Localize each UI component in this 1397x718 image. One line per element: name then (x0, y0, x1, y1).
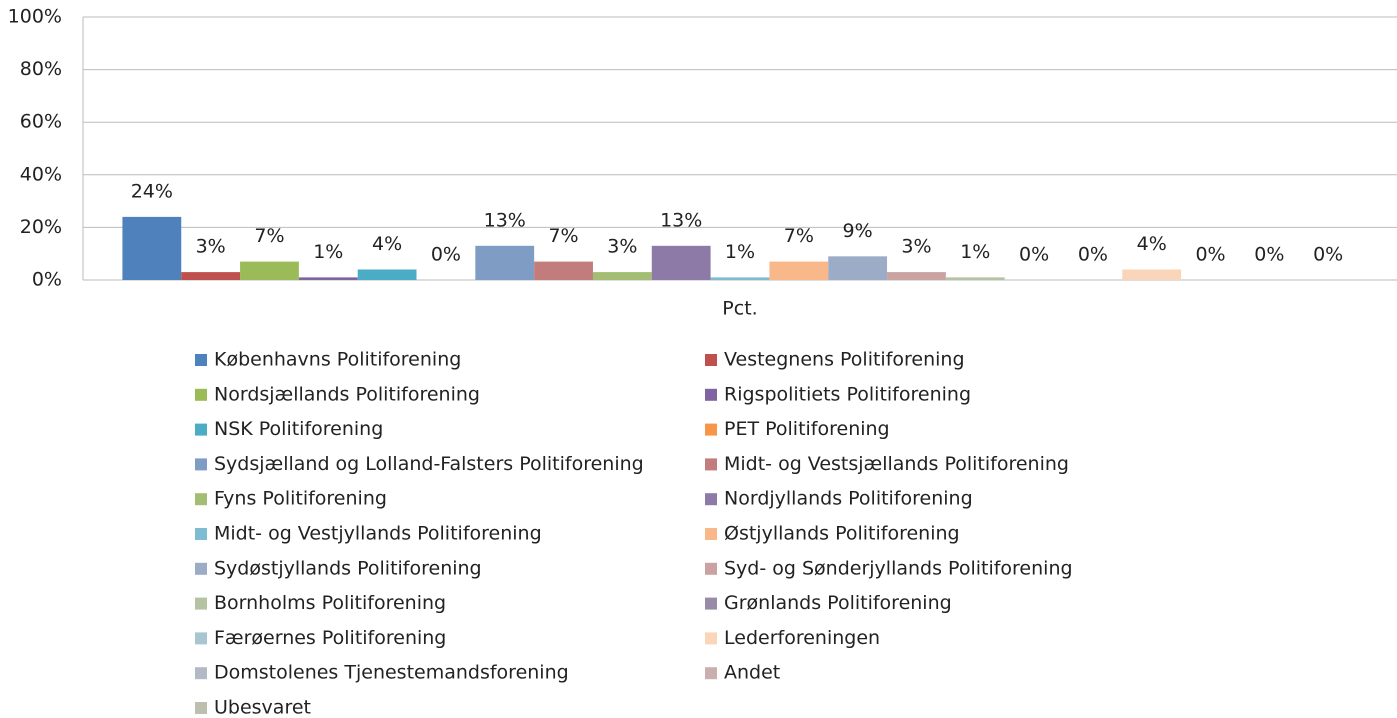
bar (887, 272, 946, 280)
data-label: 9% (843, 220, 873, 242)
bar (475, 245, 535, 280)
bar (240, 261, 299, 280)
y-tick-label: 20% (20, 216, 62, 238)
legend-label: Lederforeningen (724, 627, 880, 649)
legend-swatch (195, 423, 207, 436)
data-label: 7% (784, 225, 814, 247)
legend-label: Domstolenes Tjenestemandsforening (214, 662, 569, 684)
y-tick-label: 0% (32, 269, 62, 291)
legend-swatch (195, 493, 207, 506)
bar (357, 269, 417, 280)
legend-swatch (195, 702, 207, 714)
legend-swatch (195, 354, 207, 366)
data-label: 4% (372, 233, 402, 255)
bar (1122, 269, 1182, 280)
data-label: 24% (131, 180, 173, 202)
data-label: 7% (254, 225, 284, 247)
legend-label: Østjyllands Politiforening (724, 523, 960, 545)
y-tick-label: 40% (20, 163, 62, 185)
legend-swatch (195, 597, 207, 610)
x-tick-label: Pct. (722, 298, 757, 320)
legend-label: Midt- og Vestjyllands Politiforening (214, 523, 542, 545)
legend-swatch (195, 562, 207, 575)
data-label: 3% (901, 236, 931, 258)
bar (181, 272, 241, 280)
legend-label: NSK Politiforening (214, 418, 383, 440)
data-label: 13% (660, 209, 702, 231)
legend-swatch (705, 632, 717, 645)
legend-swatch (195, 667, 207, 680)
legend-label: Sydsjælland og Lolland-Falsters Politifo… (214, 453, 644, 475)
y-tick-label: 60% (20, 111, 62, 133)
legend-swatch (705, 493, 717, 506)
data-label: 3% (607, 236, 637, 258)
data-label: 7% (548, 225, 578, 247)
legend-label: Vestegnens Politiforening (724, 349, 965, 371)
data-label: 1% (725, 241, 755, 263)
data-label: 0% (1019, 244, 1049, 266)
bar (769, 261, 829, 280)
legend-label: PET Politiforening (724, 418, 890, 440)
data-label: 3% (196, 236, 226, 258)
bar (534, 261, 593, 280)
data-label: 0% (1313, 244, 1343, 266)
y-tick-label: 100% (8, 6, 62, 28)
legend-label: Nordjyllands Politiforening (724, 488, 973, 510)
legend-swatch (705, 458, 717, 471)
legend-label: Andet (724, 662, 780, 684)
legend-label: Syd- og Sønderjyllands Politiforening (724, 557, 1073, 579)
legend-swatch (195, 458, 207, 471)
bar (945, 277, 1005, 280)
data-label: 0% (1078, 244, 1108, 266)
legend-label: Nordsjællands Politiforening (214, 383, 480, 405)
legend-label: Grønlands Politiforening (724, 592, 952, 614)
legend-swatch (705, 667, 717, 680)
data-label: 0% (1195, 244, 1225, 266)
data-label: 4% (1137, 233, 1167, 255)
bar (122, 216, 182, 280)
legend-label: Sydøstjyllands Politiforening (214, 557, 482, 579)
bar (651, 245, 711, 280)
legend-label: Færøernes Politiforening (214, 627, 446, 649)
legend-swatch (195, 632, 207, 645)
legend-label: Midt- og Vestsjællands Politiforening (724, 453, 1069, 475)
legend-swatch (705, 528, 717, 540)
legend-label: Ubesvaret (214, 697, 311, 718)
y-tick-label: 80% (20, 58, 62, 80)
data-label: 13% (484, 209, 526, 231)
legend-swatch (195, 388, 207, 401)
legend-swatch (705, 388, 717, 401)
bar (710, 277, 770, 280)
data-label: 1% (960, 241, 990, 263)
legend-label: Rigspolitiets Politiforening (724, 383, 971, 405)
legend-swatch (705, 354, 717, 366)
legend-label: Københavns Politiforening (214, 349, 461, 371)
data-label: 1% (313, 241, 343, 263)
legend-swatch (195, 528, 207, 540)
data-label: 0% (431, 244, 461, 266)
bar (592, 272, 652, 280)
legend-swatch (705, 562, 717, 575)
legend-swatch (705, 597, 717, 610)
bar (298, 277, 358, 280)
data-label: 0% (1254, 244, 1284, 266)
legend-label: Fyns Politiforening (214, 488, 387, 510)
legend-label: Bornholms Politiforening (214, 592, 446, 614)
legend-swatch (705, 423, 717, 436)
bar (828, 256, 888, 280)
